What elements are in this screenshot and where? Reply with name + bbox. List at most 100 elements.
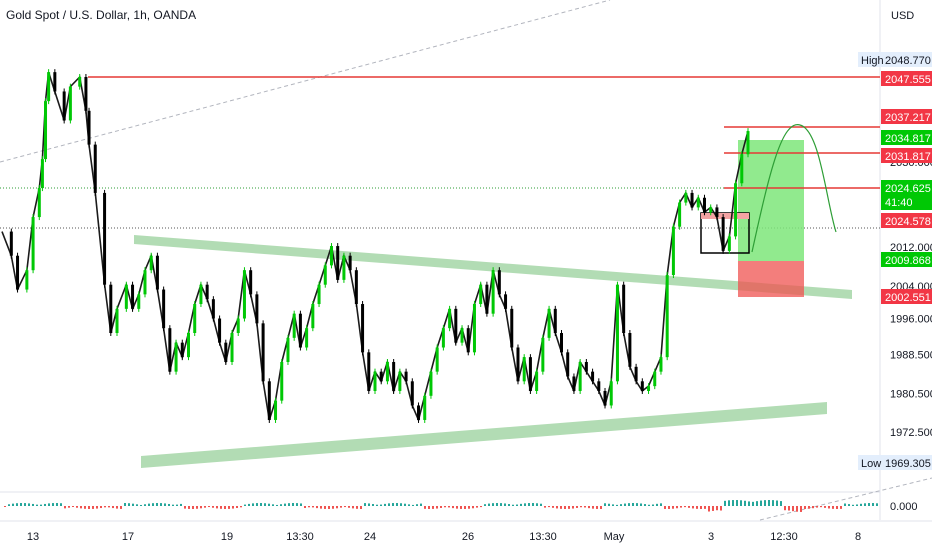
oscillator-bar	[116, 506, 118, 509]
candle-body	[640, 381, 644, 391]
oscillator-bar	[304, 506, 306, 509]
candle-body	[678, 202, 682, 227]
candle-body	[659, 357, 663, 372]
oscillator-bar	[852, 504, 854, 506]
oscillator-bar	[544, 506, 546, 508]
candle-body	[454, 308, 458, 343]
oscillator-bar	[264, 503, 266, 506]
oscillator-bar	[248, 503, 250, 506]
candle-body	[665, 275, 669, 358]
price-tag-value: 2002.551	[885, 292, 931, 304]
oscillator-bar	[112, 506, 114, 509]
oscillator-bar	[612, 504, 614, 506]
oscillator-bar	[196, 506, 198, 509]
oscillator-bar	[356, 506, 358, 509]
oscillator-bar	[340, 506, 342, 508]
oscillator-bar	[144, 504, 146, 506]
oscillator-bar	[564, 506, 566, 509]
price-tag-6	[881, 213, 932, 228]
candle-body	[535, 371, 539, 391]
oscillator-bar	[828, 506, 830, 509]
oscillator-bar	[460, 506, 462, 509]
candle-body	[634, 366, 638, 382]
oscillator-bar	[160, 503, 162, 506]
oscillator-bar	[100, 506, 102, 509]
candle-body	[168, 328, 172, 372]
oscillator-bar	[552, 506, 554, 508]
oscillator-bar	[700, 506, 702, 509]
oscillator-bar	[744, 500, 746, 506]
oscillator-bar	[728, 500, 730, 506]
oscillator-bar	[396, 503, 398, 506]
oscillator-bar	[276, 504, 278, 506]
candle-body	[361, 304, 365, 353]
oscillator-bar	[436, 506, 438, 509]
oscillator-bar	[712, 506, 714, 511]
oscillator-bar	[456, 506, 458, 509]
oscillator-bar	[432, 506, 434, 509]
oscillator-bar	[484, 504, 486, 506]
candle-body	[115, 308, 119, 334]
x-tick-label: 19	[221, 531, 233, 543]
candle-body	[597, 381, 601, 391]
candle-body	[734, 183, 738, 237]
candle-body	[298, 313, 302, 348]
candle-body	[684, 192, 688, 203]
candle-body	[261, 323, 265, 382]
oscillator-bar	[832, 506, 834, 509]
oscillator-bar	[52, 503, 54, 506]
oscillator-bar	[664, 506, 666, 509]
oscillator-bar	[704, 506, 706, 509]
oscillator-bar	[332, 506, 334, 509]
candle-body	[16, 255, 20, 290]
oscillator-bar	[420, 503, 422, 506]
candle-body	[429, 371, 433, 396]
oscillator-bar	[180, 503, 182, 506]
candle-body	[53, 72, 57, 92]
oscillator-bar	[448, 506, 450, 508]
y-tick-label: 1988.500	[890, 350, 932, 362]
oscillator-bar	[848, 504, 850, 506]
x-tick-label: 13:30	[529, 531, 557, 543]
oscillator-bar	[360, 506, 362, 509]
oscillator-bar	[592, 506, 594, 509]
candle-body	[466, 328, 470, 353]
price-tag-value: 1969.305	[885, 458, 931, 470]
candle-body	[696, 197, 700, 208]
oscillator-bar	[312, 506, 314, 508]
candle-body	[516, 347, 520, 382]
oscillator-bar	[608, 503, 610, 506]
price-tag-7	[881, 252, 932, 267]
oscillator-bar	[804, 506, 806, 509]
candle-body	[510, 308, 514, 348]
oscillator-bar	[172, 504, 174, 506]
oscillator-bar	[292, 503, 294, 506]
price-tag-value: 2048.770	[885, 55, 931, 67]
oscillator-bar	[760, 500, 762, 506]
oscillator-bar	[584, 506, 586, 508]
candle-body	[187, 333, 190, 358]
price-tag-2	[881, 109, 932, 124]
oscillator-bar	[508, 504, 510, 506]
oscillator-bar	[108, 506, 110, 508]
oscillator-bar	[320, 506, 322, 509]
price-tag-5	[881, 180, 932, 210]
oscillator-bar	[80, 506, 82, 509]
oscillator-bar	[568, 506, 570, 509]
hl-label-bg	[858, 455, 881, 470]
oscillator-bar	[28, 503, 30, 506]
oscillator-bar	[644, 504, 646, 506]
candle-body	[84, 76, 88, 111]
oscillator-bar	[104, 506, 106, 508]
oscillator-bar	[256, 503, 258, 506]
candle-body	[47, 72, 51, 102]
oscillator-bar	[764, 500, 766, 506]
oscillator-bar	[328, 506, 330, 509]
oscillator-bar	[408, 504, 410, 506]
dashed-trendline	[0, 0, 611, 163]
candle-body	[78, 76, 82, 87]
candle-body	[143, 270, 147, 295]
oscillator-bar	[92, 506, 94, 509]
oscillator-bar	[384, 503, 386, 506]
